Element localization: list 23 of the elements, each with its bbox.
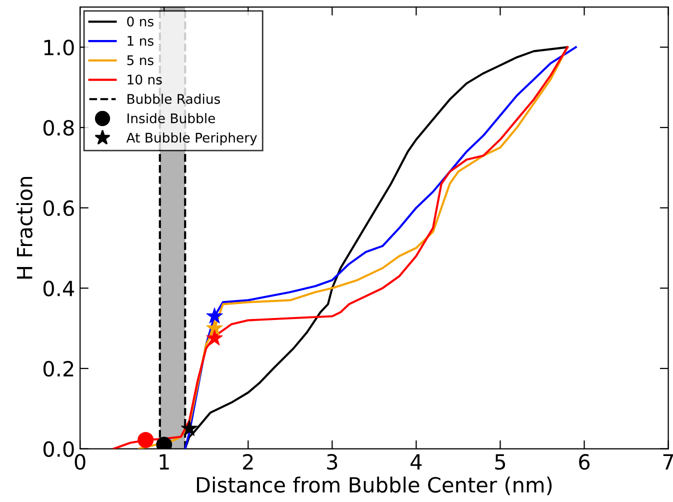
legend-label: 0 ns — [127, 16, 154, 26]
legend-label: 1 ns — [128, 36, 154, 46]
x-tick-label: 7 — [663, 454, 673, 470]
ref-line-label: Bubble Radius — [128, 94, 220, 104]
legend-label: Inside Bubble — [128, 113, 215, 124]
x-tick-label: 0 — [74, 454, 86, 470]
y-tick-label: 0.8 — [43, 120, 74, 136]
y-tick-label: 0.2 — [43, 360, 74, 377]
x-axis-title: Distance from Bubble Center (nm) — [196, 476, 552, 496]
y-tick-label: 1.0 — [44, 40, 74, 56]
y-tick-label: 0.4 — [43, 280, 74, 296]
x-tick-label: 1 — [160, 454, 169, 470]
y-tick-label: 0.0 — [43, 441, 74, 457]
x-tick-label: 2 — [243, 454, 253, 470]
legend-label: 10 ns — [128, 74, 162, 85]
legend-label: 5 ns — [127, 55, 154, 66]
legend-label: At Bubble Periphery — [126, 132, 257, 146]
x-tick-label: 3 — [327, 454, 338, 470]
x-tick-label: 6 — [579, 454, 590, 470]
y-tick-label: 0.6 — [43, 200, 74, 216]
x-tick-label: 5 — [495, 454, 506, 470]
y-axis-title: H Fraction — [16, 176, 32, 279]
x-tick-label: 4 — [410, 454, 422, 470]
